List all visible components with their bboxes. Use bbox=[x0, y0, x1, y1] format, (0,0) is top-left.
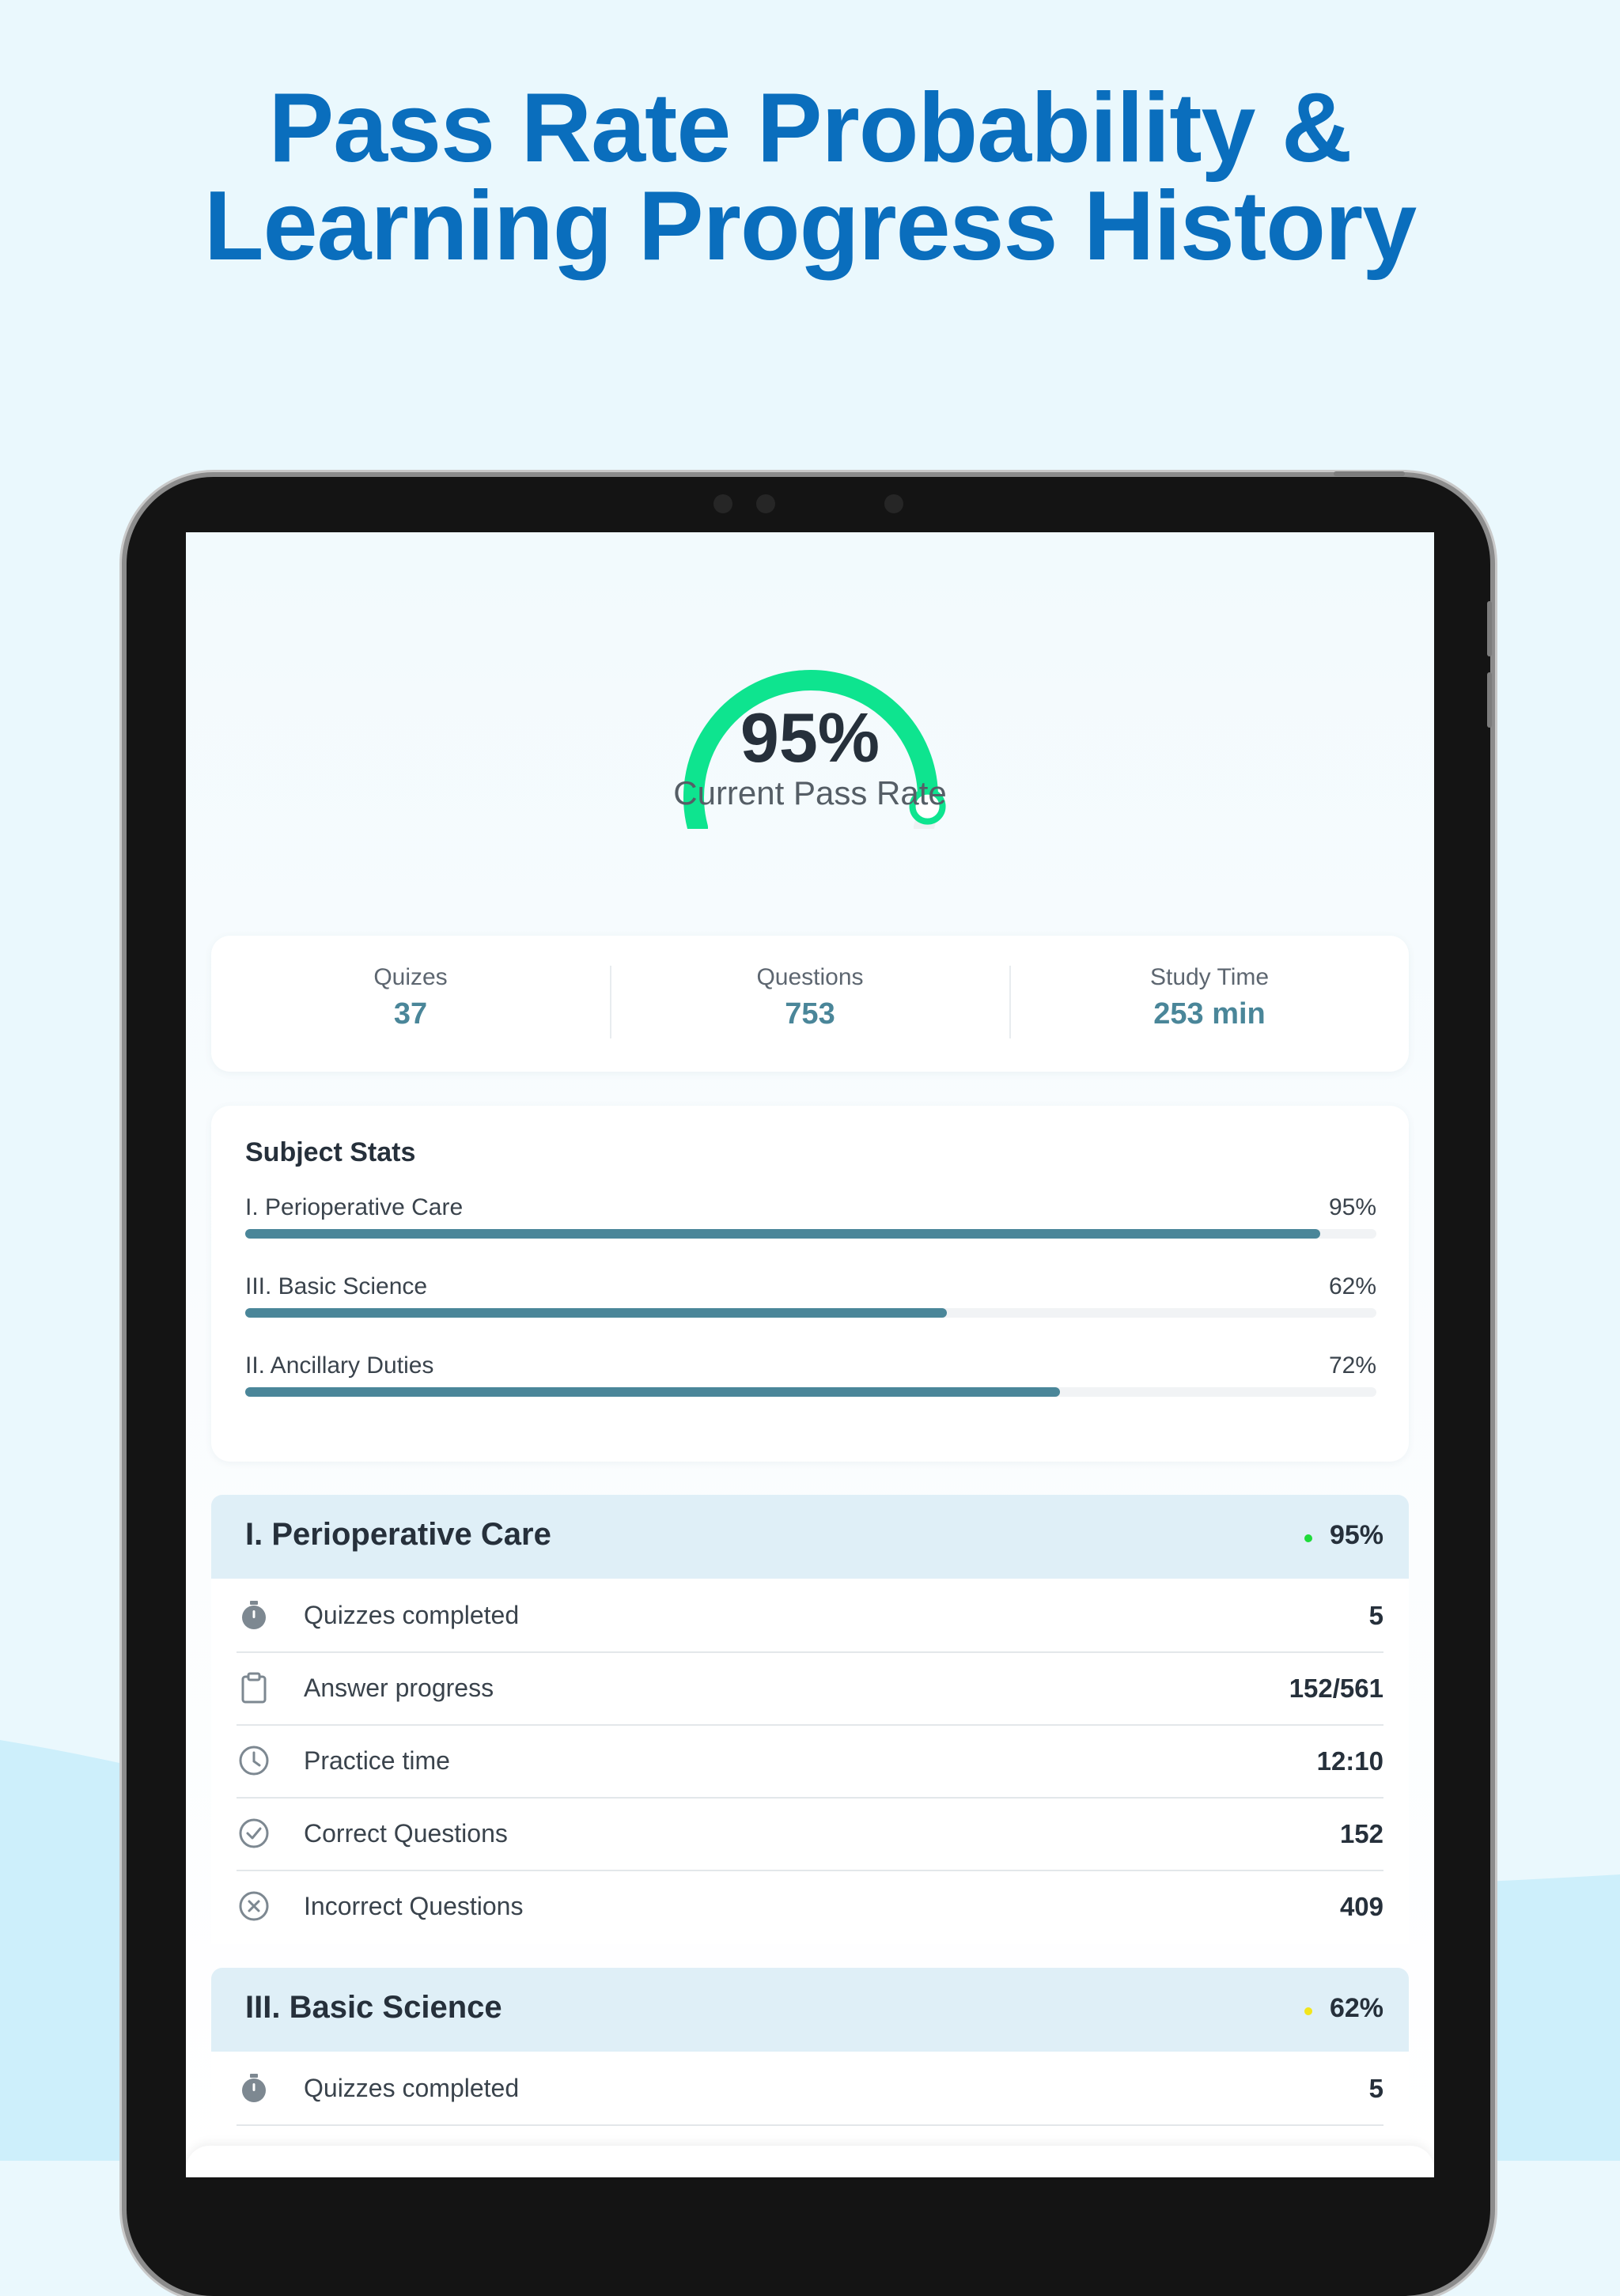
detail-label: Answer progress bbox=[304, 1674, 494, 1702]
front-sensor bbox=[756, 494, 775, 513]
detail-label: Quizzes completed bbox=[304, 2074, 520, 2102]
summary-divider bbox=[1009, 966, 1011, 1038]
subject-stat-row: II. Ancillary Duties 72% bbox=[245, 1352, 1376, 1400]
topic-header-basic-science[interactable]: III. Basic Science 62% bbox=[211, 1968, 1409, 2052]
subject-stat-track bbox=[245, 1387, 1376, 1397]
subject-stat-row: III. Basic Science 62% bbox=[245, 1273, 1376, 1321]
subject-stat-fill bbox=[245, 1229, 1320, 1239]
subject-stat-row: I. Perioperative Care 95% bbox=[245, 1194, 1376, 1242]
subject-stat-name: III. Basic Science bbox=[245, 1273, 428, 1299]
detail-value: 409 bbox=[1339, 1892, 1383, 1921]
summary-value: 37 bbox=[393, 997, 428, 1031]
bottom-sheet-edge bbox=[186, 2146, 1434, 2177]
subject-stat-name: I. Perioperative Care bbox=[245, 1194, 464, 1220]
summary-questions: Questions 753 bbox=[611, 936, 1009, 1072]
front-camera bbox=[713, 494, 732, 513]
pass-rate-value: 95% bbox=[740, 698, 880, 777]
stopwatch-icon bbox=[242, 2074, 266, 2102]
detail-value: 152 bbox=[1339, 1819, 1383, 1848]
detail-row: Correct Questions 152 bbox=[237, 1797, 1383, 1871]
detail-value: 5 bbox=[1368, 2074, 1383, 2103]
tablet-top-button bbox=[1334, 471, 1405, 476]
x-circle-icon bbox=[239, 1891, 269, 1921]
app-screen: 95% Current Pass Rate Quizes 37 Question… bbox=[186, 532, 1434, 2177]
summary-quizes: Quizes 37 bbox=[211, 936, 610, 1072]
detail-row: Answer progress 152/561 bbox=[237, 1651, 1383, 1726]
topic-header-perioperative-care[interactable]: I. Perioperative Care 95% bbox=[211, 1495, 1409, 1579]
gauge-arc bbox=[683, 670, 938, 829]
status-dot-icon bbox=[1304, 1534, 1312, 1542]
topic-pct: 95% bbox=[1329, 1520, 1383, 1550]
detail-label: Correct Questions bbox=[304, 1819, 508, 1848]
detail-row: Incorrect Questions 409 bbox=[237, 1870, 1383, 1942]
subject-stat-track bbox=[245, 1308, 1376, 1318]
summary-card: Quizes 37 Questions 753 Study Time 253 m… bbox=[211, 936, 1409, 1072]
tablet-volume-down bbox=[1487, 672, 1492, 728]
detail-value: 12:10 bbox=[1316, 1746, 1383, 1776]
summary-divider bbox=[610, 966, 611, 1038]
subject-stat-pct: 95% bbox=[1328, 1194, 1376, 1220]
clipboard-icon bbox=[241, 1672, 267, 1704]
summary-label: Quizes bbox=[373, 964, 448, 990]
subject-stats-card: Subject Stats I. Perioperative Care 95% … bbox=[211, 1106, 1409, 1462]
subject-stats-title: Subject Stats bbox=[245, 1137, 416, 1167]
summary-study-time: Study Time 253 min bbox=[1010, 936, 1409, 1072]
detail-row: Quizzes completed 5 bbox=[237, 1579, 1383, 1653]
summary-value: 753 bbox=[785, 997, 835, 1031]
detail-label: Incorrect Questions bbox=[304, 1892, 524, 1920]
topic-details-perioperative-care: Quizzes completed 5 Answer progress 152/… bbox=[211, 1579, 1409, 1944]
front-sensor-2 bbox=[884, 494, 903, 513]
detail-label: Quizzes completed bbox=[304, 1601, 520, 1629]
topic-pct: 62% bbox=[1329, 1993, 1383, 2023]
subject-stat-fill bbox=[245, 1387, 1060, 1397]
subject-stat-track bbox=[245, 1229, 1376, 1239]
detail-label: Practice time bbox=[304, 1746, 450, 1775]
detail-row: Practice time 12:10 bbox=[237, 1724, 1383, 1799]
status-dot-icon bbox=[1304, 2007, 1312, 2015]
detail-value: 152/561 bbox=[1289, 1674, 1383, 1703]
summary-label: Questions bbox=[756, 964, 864, 990]
subject-stat-name: II. Ancillary Duties bbox=[245, 1352, 434, 1379]
topic-title: III. Basic Science bbox=[245, 1990, 502, 2025]
gauge-knob bbox=[909, 788, 946, 825]
topic-title: I. Perioperative Care bbox=[245, 1517, 551, 1552]
detail-value: 5 bbox=[1368, 1601, 1383, 1630]
subject-stat-pct: 62% bbox=[1328, 1273, 1376, 1299]
pass-rate-gauge bbox=[683, 670, 946, 829]
clock-icon bbox=[239, 1746, 269, 1776]
stopwatch-icon bbox=[242, 1601, 266, 1629]
tablet-volume-up bbox=[1487, 601, 1492, 656]
pass-rate-label: Current Pass Rate bbox=[673, 774, 947, 811]
summary-value: 253 min bbox=[1153, 997, 1266, 1031]
detail-row: Quizzes completed 5 bbox=[237, 2052, 1383, 2126]
headline-line-1: Pass Rate Probability & bbox=[268, 74, 1352, 183]
headline-line-2: Learning Progress History bbox=[203, 172, 1417, 281]
check-circle-icon bbox=[239, 1818, 269, 1848]
summary-label: Study Time bbox=[1149, 964, 1270, 990]
subject-stat-pct: 72% bbox=[1328, 1352, 1376, 1379]
subject-stat-fill bbox=[245, 1308, 947, 1318]
